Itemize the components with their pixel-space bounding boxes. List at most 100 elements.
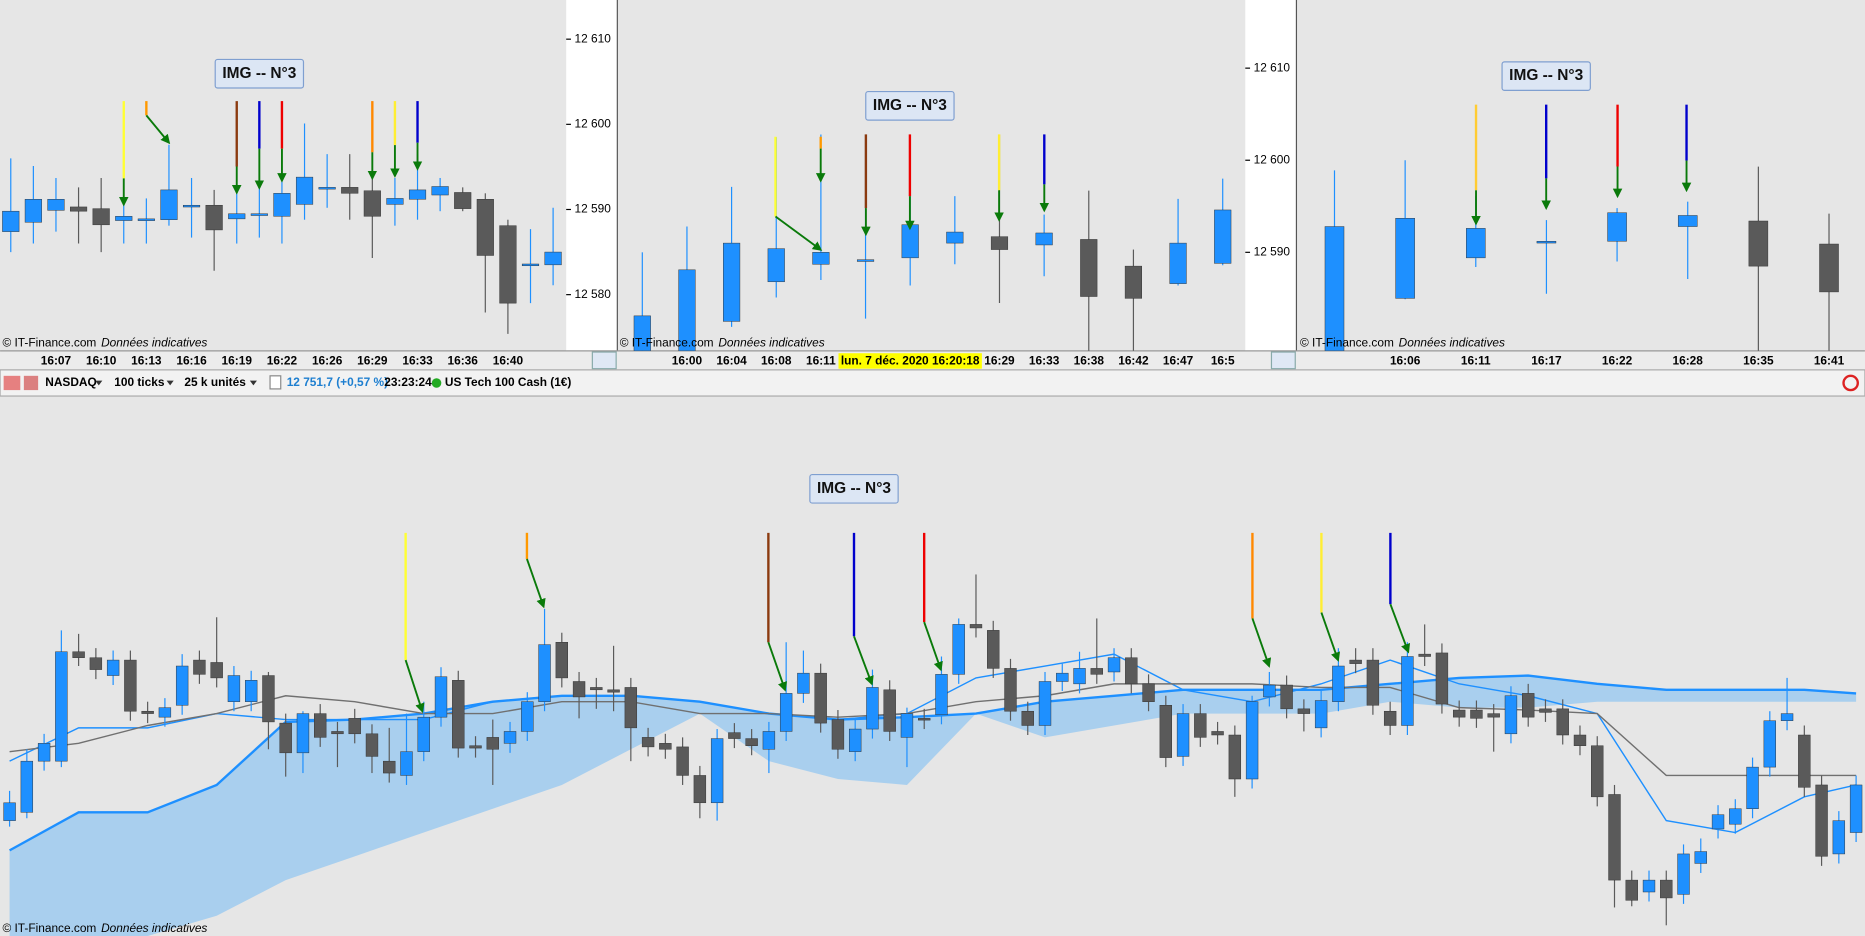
signal-arrow: [853, 635, 874, 686]
x-tick-label: 16:16: [176, 354, 207, 368]
signal-arrow: [404, 659, 425, 714]
candle-body: [228, 213, 246, 220]
candle-body: [1746, 766, 1759, 809]
candle-body: [434, 676, 448, 718]
status-dot: [431, 378, 442, 388]
toolbar-interval[interactable]: 100 ticks: [114, 375, 165, 389]
candle-body: [1849, 784, 1863, 833]
candle-body: [1214, 209, 1232, 264]
candle-body: [918, 718, 931, 721]
candle-body: [314, 713, 327, 738]
title-box: [865, 90, 955, 121]
candle-body: [408, 189, 427, 200]
refresh-icon[interactable]: [1842, 374, 1859, 392]
candle-body: [175, 665, 189, 706]
candle-body: [1607, 212, 1627, 242]
candle-body: [227, 675, 241, 702]
candle-body: [1080, 239, 1098, 297]
candle-body: [1677, 215, 1698, 227]
candle-body: [624, 687, 638, 729]
candle-body: [779, 693, 793, 732]
candle-body: [137, 218, 155, 221]
y-axis-panel: [1245, 0, 1297, 370]
signal-arrow: [145, 114, 171, 145]
chart-title: IMG -- N°3: [222, 65, 296, 82]
candle-body: [856, 259, 875, 262]
candle-body: [1591, 745, 1604, 798]
signal-arrow: [767, 641, 787, 692]
plot-area: [3, 574, 1863, 936]
candle-body: [1211, 731, 1224, 736]
credit: © IT-Finance.com Données indicatives: [620, 336, 825, 350]
toolbar-icon[interactable]: [23, 375, 39, 391]
info-icon[interactable]: [269, 375, 282, 390]
candle-body: [814, 672, 827, 724]
x-tick-label: 16:33: [402, 354, 433, 368]
candle-body: [205, 204, 223, 231]
candle-body: [1245, 701, 1259, 780]
candle-body: [1280, 684, 1293, 710]
toolbar-exchange[interactable]: NASDAQ: [45, 375, 96, 389]
y-tick-label: 12 600: [1254, 152, 1291, 166]
x-tick-label: 16:26: [312, 354, 343, 368]
candle-body: [1642, 879, 1656, 893]
candle-body: [659, 743, 672, 750]
candle-body: [1035, 232, 1053, 246]
title-box: [1501, 61, 1591, 91]
candle-body: [1021, 710, 1034, 726]
candle-body: [1625, 879, 1638, 901]
candle-body: [590, 687, 603, 691]
candle-body: [160, 189, 178, 220]
x-tick-label: 16:19: [222, 354, 253, 368]
candle-body: [1332, 665, 1345, 702]
candle-body: [1125, 657, 1138, 685]
x-tick-label: 16:10: [86, 354, 117, 368]
candle-body: [900, 713, 914, 738]
scroll-button[interactable]: [591, 351, 617, 370]
x-tick-label: 16:28: [1673, 354, 1704, 368]
x-tick-label: 16:22: [1602, 354, 1633, 368]
candle-body: [89, 657, 103, 670]
toolbar-time: 23:23:24: [384, 375, 432, 389]
x-tick-label: 16:29: [357, 354, 388, 368]
candle-body: [1038, 681, 1052, 726]
x-tick-label: 16:07: [41, 354, 72, 368]
candle-body: [1832, 820, 1846, 855]
x-tick-label: 16:33: [1029, 354, 1060, 368]
candle-body: [1798, 734, 1811, 788]
credit: © IT-Finance.com Données indicatives: [1300, 336, 1505, 350]
credit-note: Données indicatives: [718, 336, 824, 350]
candle-body: [901, 224, 919, 259]
candle-body: [503, 731, 517, 744]
scroll-button[interactable]: [1270, 351, 1296, 370]
candle-body: [158, 707, 172, 718]
candle-body: [72, 651, 85, 658]
x-tick-label: 16:00: [672, 354, 703, 368]
candle-body: [1677, 853, 1690, 895]
candle-body: [363, 190, 381, 217]
credit-source: © IT-Finance.com: [620, 336, 714, 350]
credit-note: Données indicatives: [1399, 336, 1505, 350]
candle-body: [476, 199, 494, 256]
toolbar-volume[interactable]: 25 k unités: [184, 375, 246, 389]
chart-title: IMG -- N°3: [1509, 67, 1583, 84]
candle-body: [812, 252, 830, 265]
y-tick-label: 12 590: [575, 202, 612, 216]
signal-arrow: [923, 621, 943, 672]
candle-body: [1763, 720, 1776, 768]
candle-body: [1504, 695, 1518, 735]
x-tick-label: 16:38: [1074, 354, 1105, 368]
chart-title: IMG -- N°3: [873, 97, 947, 114]
candle-body: [1324, 226, 1345, 351]
signal-arrow: [1320, 612, 1341, 662]
candle-body: [1522, 693, 1535, 718]
candle-body: [935, 674, 948, 716]
candle-body: [115, 216, 133, 221]
candle-body: [1004, 668, 1017, 712]
candle-body: [295, 176, 314, 205]
x-tick-label: 16:17: [1531, 354, 1562, 368]
candle-body: [831, 719, 845, 750]
toolbar-icon[interactable]: [3, 375, 21, 391]
cursor-label-bg: [838, 353, 982, 369]
candle-body: [1176, 713, 1190, 757]
